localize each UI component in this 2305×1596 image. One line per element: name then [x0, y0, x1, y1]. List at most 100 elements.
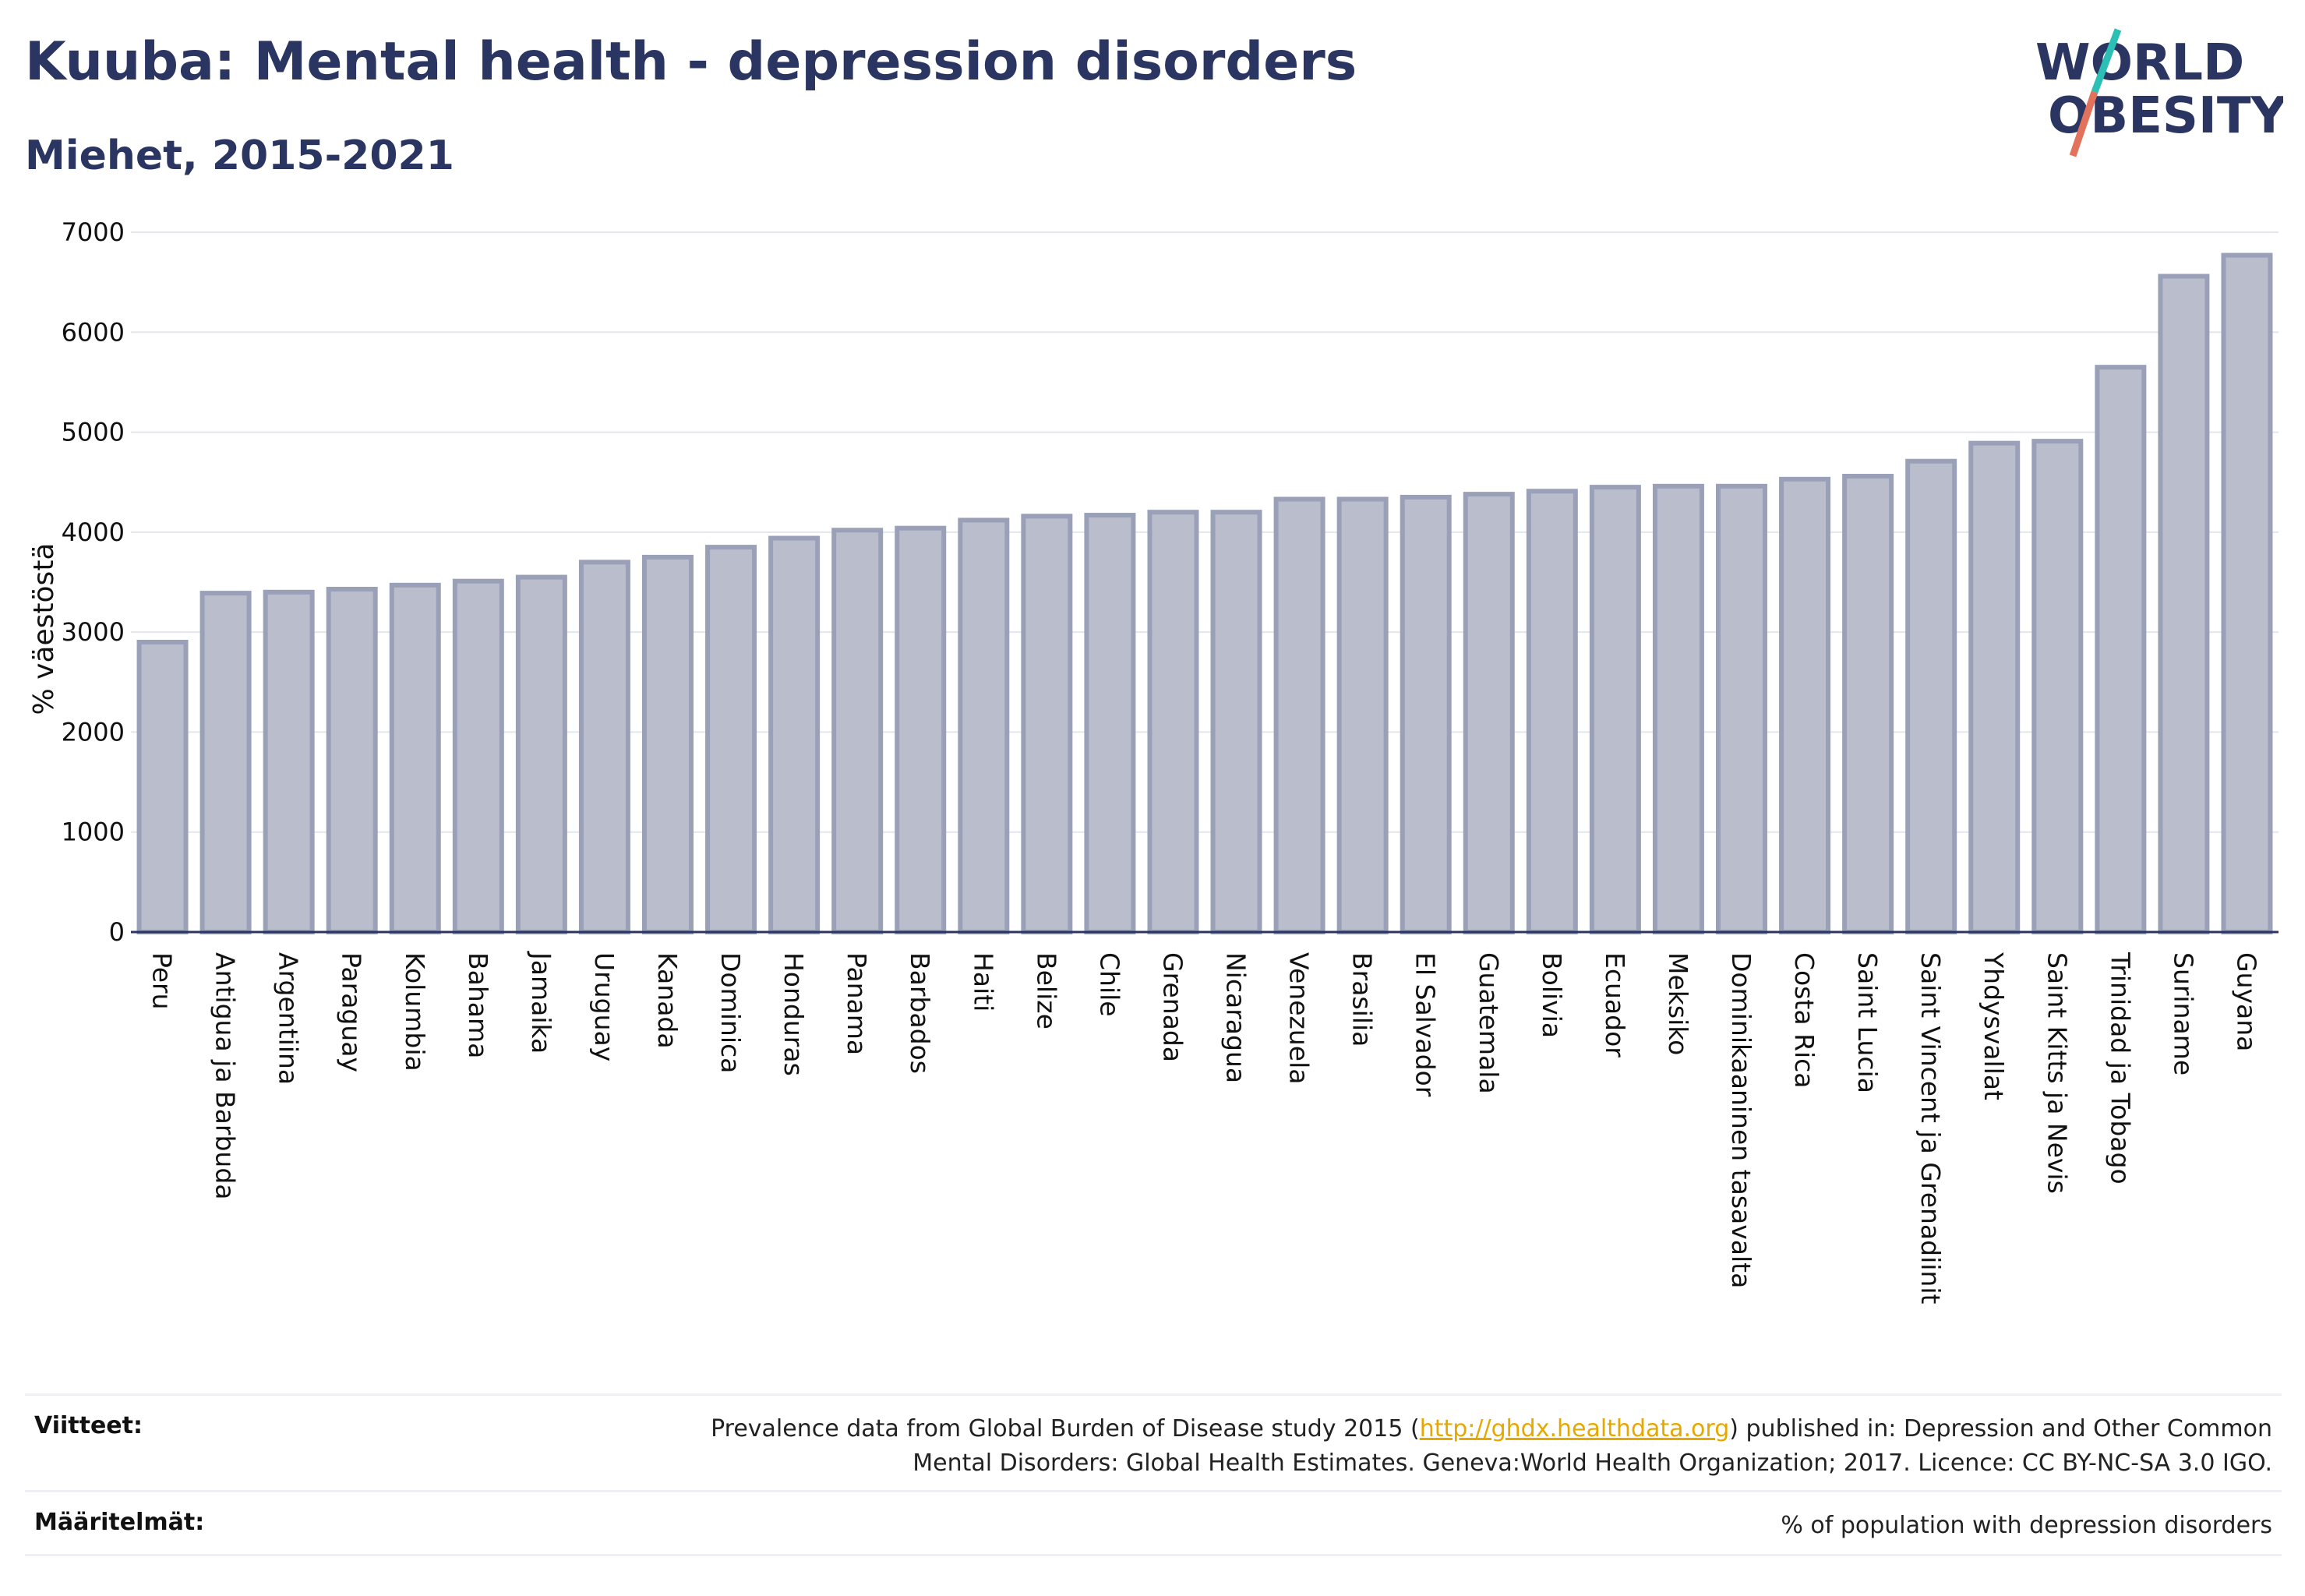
x-tick-label: Saint Vincent ja Grenadiinit	[1915, 952, 1946, 1305]
source-link[interactable]: http://ghdx.healthdata.org	[1419, 1415, 1730, 1442]
bar	[1842, 474, 1894, 934]
bar-chart: 0 1000 2000 3000 4000 5000 6000 7000 Peru Antigu…	[28, 217, 2279, 1305]
x-tick-label: Honduras	[778, 952, 809, 1076]
references-text-end: ) published in: Depression and Other Com…	[1729, 1415, 2272, 1442]
chart-title: Kuuba: Mental health - depression disord…	[25, 31, 1357, 93]
references-text-start: Prevalence data from Global Burden of Di…	[711, 1415, 1420, 1442]
x-tick-label: Dominica	[715, 952, 746, 1073]
references-label: Viitteet:	[34, 1412, 143, 1439]
y-tick-label: 5000	[62, 418, 125, 447]
bar	[1589, 485, 1641, 934]
bar	[389, 582, 441, 934]
x-tick-label: Argentiina	[274, 952, 304, 1085]
footer-divider-bottom	[25, 1554, 2282, 1556]
x-tick-label: Panama	[842, 952, 872, 1055]
bar	[1400, 494, 1452, 934]
bar	[768, 535, 821, 934]
bar	[1336, 496, 1389, 934]
bar	[1463, 492, 1515, 934]
x-tick-label: Chile	[1094, 952, 1124, 1017]
x-tick-label: Suriname	[2168, 952, 2198, 1075]
x-tick-label: Belize	[1031, 952, 1061, 1029]
y-tick-label: 4000	[62, 517, 125, 547]
bar	[1716, 483, 1767, 934]
footer-divider-mid	[25, 1490, 2282, 1492]
bar	[263, 589, 315, 934]
y-tick-label: 6000	[62, 317, 125, 347]
x-tick-label: Saint Kitts ja Nevis	[2042, 952, 2072, 1194]
world-obesity-logo: WORLD OBESITY	[2035, 28, 2283, 157]
x-tick-label: Uruguay	[589, 952, 619, 1061]
bar	[515, 574, 567, 934]
definitions-label: Määritelmät:	[34, 1509, 205, 1536]
y-axis-label: % väestöstä	[28, 543, 60, 715]
category-labels: Peru Antigua ja Barbuda Argentiina Paraguay…	[147, 951, 2262, 1305]
x-tick-label: Trinidad ja Tobago	[2105, 952, 2135, 1185]
bar	[2158, 274, 2210, 934]
bar	[578, 560, 630, 934]
bar	[1905, 458, 1957, 934]
bar	[1147, 510, 1199, 934]
x-tick-label: Grenada	[1157, 952, 1188, 1062]
footer-references: Viitteet: Prevalence data from Global Bu…	[25, 1412, 2272, 1487]
bar	[1273, 496, 1325, 934]
x-tick-label: Ecuador	[1600, 952, 1630, 1058]
y-tick-label: 1000	[62, 817, 125, 847]
x-tick-label: Guatemala	[1474, 952, 1504, 1094]
x-tick-label: Costa Rica	[1789, 952, 1820, 1089]
logo-slash-coral	[2069, 90, 2099, 157]
x-tick-label: Venezuela	[1284, 952, 1315, 1084]
bar	[1652, 483, 1704, 934]
bar	[1968, 440, 2021, 934]
bar	[1526, 489, 1578, 934]
x-tick-label: Barbados	[905, 952, 935, 1074]
x-tick-label: Yhdysvallat	[1978, 952, 2009, 1100]
definitions-text: % of population with depression disorder…	[1781, 1512, 2272, 1539]
footer-divider-top	[25, 1393, 2282, 1396]
bar	[1210, 510, 1262, 934]
footer-definitions: Määritelmät: % of population with depres…	[25, 1509, 2272, 1548]
logo-slash-teal	[2091, 28, 2122, 94]
bar	[958, 517, 1010, 934]
bar	[2221, 252, 2273, 934]
bars	[136, 252, 2273, 935]
y-tick-label: 7000	[62, 217, 125, 247]
x-tick-label: Kolumbia	[400, 952, 430, 1072]
x-tick-label: Guyana	[2231, 952, 2261, 1051]
x-tick-label: Antigua ja Barbuda	[210, 952, 241, 1200]
bar	[2095, 365, 2147, 934]
bar	[2031, 439, 2084, 934]
references-text-line2: Mental Disorders: Global Health Estimate…	[912, 1449, 2272, 1477]
bar	[705, 545, 757, 934]
x-tick-label: Meksiko	[1663, 952, 1693, 1055]
bar	[1779, 476, 1831, 934]
x-tick-label: Dominikaaninen tasavalta	[1726, 952, 1756, 1288]
bar	[831, 528, 884, 934]
x-tick-label: Bahama	[463, 952, 493, 1058]
x-tick-label: Saint Lucia	[1852, 952, 1883, 1093]
chart-subtitle: Miehet, 2015-2021	[25, 132, 454, 179]
x-tick-label: Kanada	[652, 952, 683, 1049]
references-text: Prevalence data from Global Burden of Di…	[711, 1412, 2272, 1481]
bar	[1021, 514, 1073, 934]
bar	[1084, 513, 1136, 934]
bar	[199, 591, 252, 935]
logo-line1: WORLD	[2035, 34, 2244, 92]
x-tick-label: Bolivia	[1537, 952, 1567, 1038]
axes: 0 1000 2000 3000 4000 5000 6000 7000	[62, 217, 2279, 947]
x-tick-label: Paraguay	[337, 952, 367, 1072]
bar	[452, 578, 504, 935]
bar	[326, 586, 378, 934]
y-tick-label: 0	[109, 917, 125, 947]
bar	[895, 525, 947, 934]
x-tick-label: Jamaika	[526, 951, 556, 1054]
x-tick-label: Haiti	[968, 952, 998, 1012]
x-tick-label: Peru	[147, 952, 178, 1010]
y-tick-label: 2000	[62, 717, 125, 747]
x-tick-label: Brasilia	[1347, 952, 1378, 1047]
bar	[136, 639, 189, 934]
y-tick-label: 3000	[62, 617, 125, 647]
x-tick-label: Nicaragua	[1221, 952, 1251, 1083]
bar	[642, 554, 694, 935]
x-tick-label: El Salvador	[1410, 952, 1441, 1097]
